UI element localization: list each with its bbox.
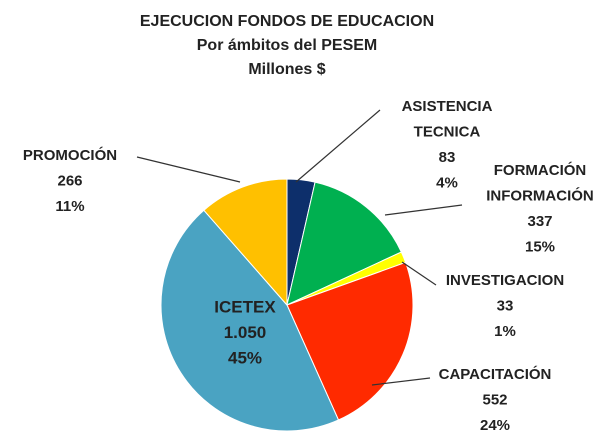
slice-label: PROMOCIÓN bbox=[23, 146, 117, 164]
slice-label: INVESTIGACION bbox=[446, 272, 564, 289]
percent-label: 24% bbox=[480, 417, 510, 434]
leader-line bbox=[401, 261, 437, 286]
percent-label: 1% bbox=[494, 323, 516, 340]
value-label: 33 bbox=[497, 297, 514, 314]
leader-line bbox=[384, 204, 463, 216]
value-label: 337 bbox=[527, 213, 552, 230]
percent-label: 11% bbox=[55, 198, 84, 215]
percent-label: 4% bbox=[436, 174, 458, 191]
slice-label: FORMACIÓN bbox=[494, 161, 587, 179]
slice-label: ICETEX bbox=[214, 297, 276, 316]
percent-label: 45% bbox=[228, 348, 262, 367]
pie-slice bbox=[160, 209, 340, 432]
value-label: 83 bbox=[439, 149, 456, 166]
value-label: 1.050 bbox=[224, 323, 267, 342]
chart-subtitle: Millones $ bbox=[248, 61, 325, 78]
pie-slice bbox=[203, 178, 288, 307]
leader-line bbox=[136, 156, 241, 183]
pie-slice bbox=[286, 181, 402, 306]
leader-line bbox=[295, 109, 381, 183]
slice-label: ASISTENCIA bbox=[402, 98, 493, 115]
pie-slice bbox=[286, 261, 414, 421]
chart-title: EJECUCION FONDOS DE EDUCACION bbox=[140, 13, 434, 30]
slice-label: CAPACITACIÓN bbox=[439, 365, 552, 383]
value-label: 552 bbox=[482, 391, 507, 408]
chart-subtitle: Por ámbitos del PESEM bbox=[197, 37, 377, 54]
leader-line bbox=[371, 377, 431, 386]
value-label: 266 bbox=[57, 172, 82, 189]
slice-label: INFORMACIÓN bbox=[486, 186, 594, 204]
slice-label: TECNICA bbox=[414, 123, 481, 140]
percent-label: 15% bbox=[525, 238, 555, 255]
